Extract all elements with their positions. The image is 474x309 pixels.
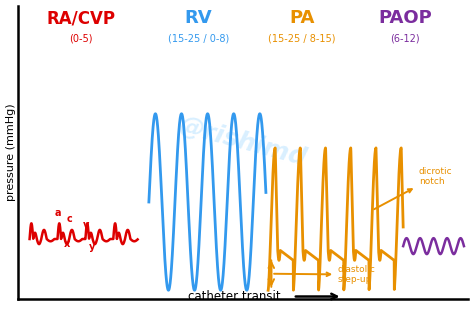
Text: a: a [55, 208, 61, 218]
Text: c: c [66, 214, 72, 224]
Text: PA: PA [289, 9, 315, 28]
Text: y: y [89, 242, 95, 252]
Y-axis label: pressure (mmHg): pressure (mmHg) [6, 104, 16, 201]
Text: (15-25 / 0-8): (15-25 / 0-8) [168, 33, 229, 43]
Text: RA/CVP: RA/CVP [47, 9, 116, 28]
Text: catheter transit: catheter transit [188, 290, 281, 303]
Text: x: x [64, 239, 70, 249]
Text: v: v [82, 220, 89, 230]
Text: diastolic
step-up: diastolic step-up [274, 265, 376, 284]
Text: (6-12): (6-12) [391, 33, 420, 43]
Text: PAOP: PAOP [379, 9, 432, 28]
Text: dicrotic
notch: dicrotic notch [374, 167, 453, 209]
Text: (15-25 / 8-15): (15-25 / 8-15) [268, 33, 336, 43]
Text: (0-5): (0-5) [70, 33, 93, 43]
Text: @rishimd: @rishimd [177, 114, 310, 171]
Text: RV: RV [184, 9, 212, 28]
